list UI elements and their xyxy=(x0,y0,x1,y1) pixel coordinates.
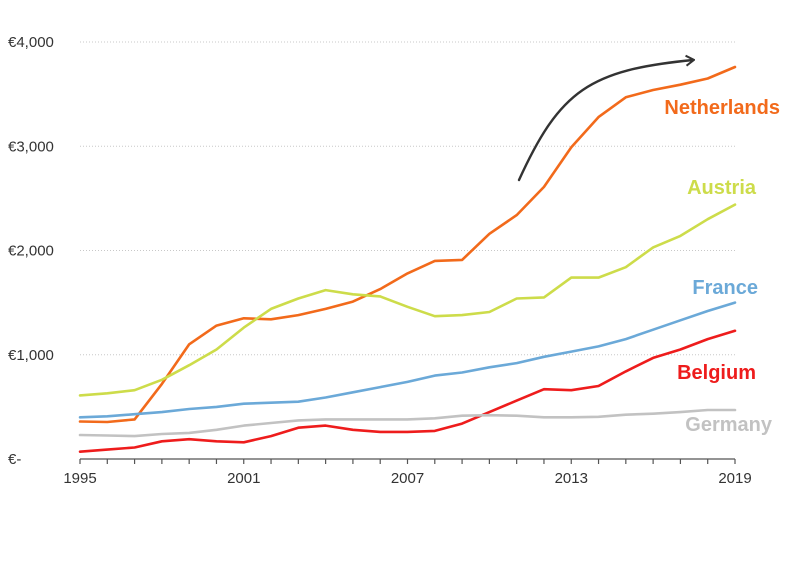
series-line-austria xyxy=(78,203,737,397)
y-tick-label: €4,000 xyxy=(8,34,54,51)
y-tick-label: €2,000 xyxy=(8,243,54,260)
x-tick-label: 2001 xyxy=(227,470,260,487)
series-label-belgium: Belgium xyxy=(677,362,756,384)
x-tick-label: 1995 xyxy=(63,470,96,487)
series-line-netherlands xyxy=(78,65,737,424)
gridlines xyxy=(80,41,735,356)
y-tick-label: €- xyxy=(8,451,21,468)
series-labels: Netherlands Austria France Belgium Germany xyxy=(664,97,780,436)
series-line-germany xyxy=(78,408,737,438)
x-tick-label: 2013 xyxy=(555,470,588,487)
series-lines xyxy=(78,65,737,453)
series-label-france: France xyxy=(692,277,758,299)
x-tick-label: 2007 xyxy=(391,470,424,487)
series-line-france xyxy=(78,301,737,419)
x-tick-label: 2019 xyxy=(718,470,751,487)
series-label-netherlands: Netherlands xyxy=(664,97,780,119)
series-line-belgium xyxy=(78,329,737,453)
y-tick-label: €3,000 xyxy=(8,138,54,155)
y-tick-label: €1,000 xyxy=(8,347,54,364)
series-label-austria: Austria xyxy=(687,177,757,199)
series-label-germany: Germany xyxy=(685,414,773,436)
axes: €- €1,000 €2,000 €3,000 €4,000 1995 2001 2007 20… xyxy=(8,34,752,487)
trend-arrow-icon xyxy=(517,60,693,182)
